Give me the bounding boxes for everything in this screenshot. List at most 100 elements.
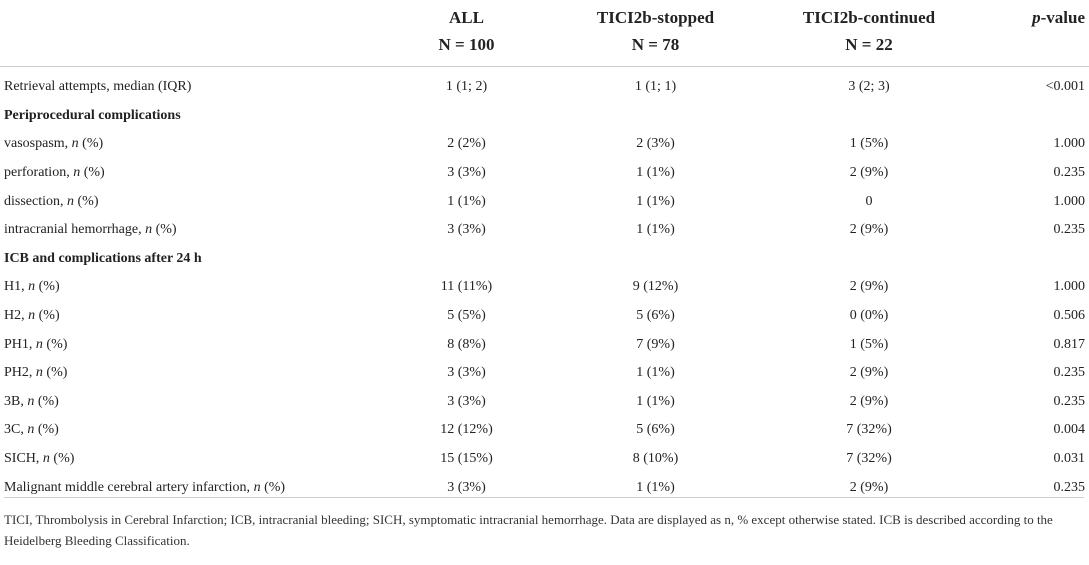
- row-label: PH1, n (%): [0, 330, 380, 359]
- header-row: ALL N = 100 TICI2b-stopped N = 78 TICI2b…: [0, 0, 1089, 67]
- row-label-suffix: (%): [80, 165, 105, 181]
- row-label-suffix: (%): [34, 393, 59, 409]
- cell-pvalue: 0.235: [1053, 222, 1086, 238]
- row-label: vasospasm, n (%): [0, 130, 380, 159]
- row-label-italic: n: [73, 165, 81, 181]
- row-label-italic: n: [71, 136, 79, 152]
- cell-all: 15 (15%): [440, 451, 493, 467]
- cell-continued: 1 (5%): [849, 336, 889, 352]
- results-table: ALL N = 100 TICI2b-stopped N = 78 TICI2b…: [0, 0, 1089, 502]
- cell-all: 8 (8%): [447, 336, 486, 352]
- header-stopped-title: TICI2b-stopped: [596, 8, 715, 27]
- cell-continued: 2 (9%): [849, 393, 889, 409]
- cell-stopped: 1 (1%): [636, 365, 675, 381]
- cell-pvalue: 1.000: [1053, 136, 1086, 152]
- table-row: H2, n (%) 5 (5%) 5 (6%) 0 (0%) 0.506: [0, 302, 1089, 331]
- row-label-suffix: (%): [260, 479, 286, 495]
- row-label-suffix: (%): [35, 279, 60, 295]
- cell-stopped: 1 (1; 1): [634, 79, 677, 95]
- row-label-italic: n: [28, 279, 36, 295]
- row-label-suffix: (%): [78, 136, 104, 152]
- table-row: 3B, n (%) 3 (3%) 1 (1%) 2 (9%) 0.235: [0, 388, 1089, 417]
- row-label: intracranial hemorrhage, n (%): [0, 216, 380, 245]
- cell-all: 5 (5%): [447, 308, 486, 324]
- row-label-text: 3C,: [4, 422, 28, 438]
- cell-all: 3 (3%): [447, 165, 486, 181]
- row-label-text: Retrieval attempts, median (IQR): [4, 79, 192, 95]
- cell-continued: 7 (32%): [846, 422, 892, 438]
- table-row: Malignant middle cerebral artery infarct…: [0, 473, 1089, 502]
- row-label-italic: n: [67, 193, 74, 209]
- row-label-text: Malignant middle cerebral artery infarct…: [4, 479, 254, 495]
- row-label-text: vasospasm,: [4, 136, 72, 152]
- table-footnote: TICI, Thrombolysis in Cerebral Infarctio…: [4, 497, 1084, 551]
- table-row: intracranial hemorrhage, n (%) 3 (3%) 1 (1…: [0, 216, 1089, 245]
- row-label-suffix: (%): [34, 422, 59, 438]
- header-pvalue: p-value: [980, 0, 1089, 67]
- row-label-suffix: (%): [42, 365, 68, 381]
- cell-stopped: 1 (1%): [636, 479, 675, 495]
- cell-stopped: 5 (6%): [636, 422, 675, 438]
- row-label-text: 3B,: [4, 393, 28, 409]
- row-label: H1, n (%): [0, 273, 380, 302]
- header-stopped-n: N = 78: [631, 35, 680, 54]
- cell-pvalue: 0.031: [1053, 451, 1086, 467]
- cell-continued: 2 (9%): [849, 222, 889, 238]
- table-row: 3C, n (%) 12 (12%) 5 (6%) 7 (32%) 0.004: [0, 416, 1089, 445]
- row-label-italic: n: [35, 365, 43, 381]
- row-label-text: PH1,: [4, 336, 36, 352]
- cell-continued: 0: [865, 193, 873, 209]
- table-row: PH2, n (%) 3 (3%) 1 (1%) 2 (9%) 0.235: [0, 359, 1089, 388]
- header-all-n: N = 100: [438, 35, 495, 54]
- table-row: Retrieval attempts, median (IQR) 1 (1; 2)…: [0, 67, 1089, 102]
- row-label-text: dissection,: [4, 193, 67, 209]
- row-label-suffix: (%): [152, 222, 177, 238]
- cell-continued: 2 (9%): [849, 279, 889, 295]
- header-all-title: ALL: [449, 8, 484, 27]
- cell-stopped: 5 (6%): [636, 308, 675, 324]
- cell-all: 11 (11%): [440, 279, 493, 295]
- row-label-text: intracranial hemorrhage,: [4, 222, 146, 238]
- cell-all: 3 (3%): [447, 365, 486, 381]
- row-label: 3B, n (%): [0, 388, 380, 417]
- cell-pvalue: <0.001: [1045, 79, 1085, 95]
- row-label: H2, n (%): [0, 302, 380, 331]
- row-label-text: H2,: [4, 308, 29, 324]
- row-label-text: PH2,: [4, 365, 36, 381]
- cell-pvalue: 0.235: [1053, 479, 1086, 495]
- row-label-italic: n: [35, 336, 43, 352]
- section-heading: ICB and complications after 24 h: [4, 250, 202, 266]
- cell-all: 2 (2%): [447, 136, 486, 152]
- row-label-italic: n: [28, 308, 36, 324]
- header-stopped: TICI2b-stopped N = 78: [553, 0, 758, 67]
- row-label: dissection, n (%): [0, 187, 380, 216]
- cell-continued: 7 (32%): [846, 451, 892, 467]
- cell-pvalue: 0.235: [1053, 365, 1086, 381]
- cell-all: 3 (3%): [447, 222, 486, 238]
- row-label-text: perforation,: [4, 165, 74, 181]
- table-header: ALL N = 100 TICI2b-stopped N = 78 TICI2b…: [0, 0, 1089, 67]
- row-label: PH2, n (%): [0, 359, 380, 388]
- cell-pvalue: 0.235: [1053, 393, 1086, 409]
- cell-all: 3 (3%): [447, 479, 486, 495]
- cell-stopped: 1 (1%): [636, 222, 675, 238]
- cell-continued: 0 (0%): [849, 308, 889, 324]
- cell-pvalue: 0.235: [1053, 165, 1086, 181]
- row-label-suffix: (%): [42, 336, 68, 352]
- header-label-column: [0, 0, 380, 67]
- row-label: 3C, n (%): [0, 416, 380, 445]
- cell-pvalue: 1.000: [1053, 193, 1086, 209]
- cell-continued: 2 (9%): [849, 365, 889, 381]
- cell-all: 1 (1; 2): [445, 79, 488, 95]
- cell-pvalue: 0.506: [1053, 308, 1086, 324]
- row-label-suffix: (%): [49, 451, 75, 467]
- header-all: ALL N = 100: [380, 0, 553, 67]
- header-pvalue-rest: -value: [1040, 8, 1085, 27]
- row-label: Malignant middle cerebral artery infarct…: [0, 473, 380, 502]
- row-label-italic: n: [145, 222, 153, 238]
- row-label-text: H1,: [4, 279, 29, 295]
- cell-continued: 2 (9%): [849, 479, 889, 495]
- row-label-italic: n: [27, 422, 35, 438]
- cell-all: 3 (3%): [447, 393, 486, 409]
- row-label-italic: n: [253, 479, 261, 495]
